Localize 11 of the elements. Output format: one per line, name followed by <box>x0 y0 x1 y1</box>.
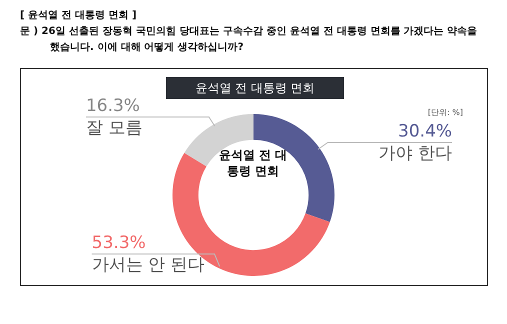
text: [단위: %] <box>428 107 463 118</box>
slice-label: 잘 모름 <box>86 118 142 138</box>
chart-subtitle: 문 ) 26일 선출된 장동혁 국민의힘 당대표는 구속수감 중인 윤석열 전 대통령 면회를 가겠다는 약속을 했습니다. 이에 대해 어떻게 생각하십니까? <box>20 25 478 55</box>
text: 윤석열 전 대통령 면회 <box>166 77 344 99</box>
text: 윤석열 전 대통령 면회 <box>218 147 288 179</box>
data-label: 16.3% <box>86 96 140 116</box>
data-label: 53.3% <box>92 232 146 253</box>
chart-title: [ 윤석열 전 대통령 면회 ] <box>20 9 137 22</box>
slice-label: 가야 한다 <box>378 143 452 164</box>
data-label: 30.4% <box>398 121 452 142</box>
slice-label: 가서는 안 된다 <box>92 254 205 275</box>
